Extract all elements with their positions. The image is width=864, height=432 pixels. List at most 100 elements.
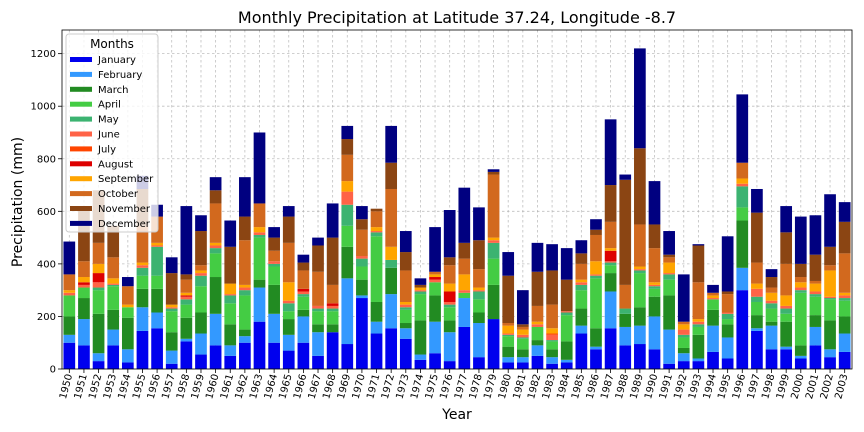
bar-segment xyxy=(838,351,851,369)
bar-segment xyxy=(458,242,471,259)
bar-segment xyxy=(385,125,398,163)
legend-swatch xyxy=(70,161,92,167)
bar-segment xyxy=(780,305,793,309)
bar-segment xyxy=(692,358,705,362)
bar-segment xyxy=(794,287,807,291)
bar-segment xyxy=(312,308,324,312)
bar-segment xyxy=(136,275,149,289)
bar-segment xyxy=(239,240,251,285)
bar-segment xyxy=(692,326,705,335)
bar-segment xyxy=(692,321,705,325)
bar-segment xyxy=(648,349,661,369)
bar-segment xyxy=(326,237,339,285)
bar-segment xyxy=(356,256,368,259)
bar-segment xyxy=(282,300,295,304)
bar-segment xyxy=(707,292,719,296)
bar-segment xyxy=(487,169,500,172)
bar-segment xyxy=(721,294,734,313)
bar-segment xyxy=(575,282,588,285)
bar-segment xyxy=(546,363,558,369)
bar-segment xyxy=(180,341,193,369)
bar-segment xyxy=(399,270,412,302)
bar-segment xyxy=(180,304,193,318)
bar-segment xyxy=(838,316,851,334)
bar-segment xyxy=(751,262,763,284)
bar-segment xyxy=(209,203,222,243)
bar-segment xyxy=(677,329,690,335)
bar-segment xyxy=(809,294,822,297)
bar-segment xyxy=(399,328,412,339)
bar-segment xyxy=(121,304,134,308)
bar-segment xyxy=(516,357,529,363)
bar-segment xyxy=(619,174,632,180)
bar-segment xyxy=(78,298,90,320)
bar-segment xyxy=(92,242,105,264)
bar-segment xyxy=(473,290,485,292)
bar-segment xyxy=(560,312,573,316)
bar-segment xyxy=(546,341,558,350)
bar-segment xyxy=(516,324,529,327)
legend-entry: April xyxy=(98,100,121,111)
bar-segment xyxy=(78,261,90,278)
bar-segment xyxy=(546,328,558,334)
bar-segment xyxy=(268,250,280,262)
bar-segment xyxy=(546,333,558,335)
bar-segment xyxy=(794,355,807,359)
bar-segment xyxy=(634,270,646,274)
bar-segment xyxy=(63,241,76,275)
bar-segment xyxy=(180,296,193,300)
bar-segment xyxy=(239,287,251,291)
bar-segment xyxy=(824,246,836,266)
bar-segment xyxy=(838,202,851,222)
bar-segment xyxy=(677,274,690,322)
bar-segment xyxy=(370,333,383,369)
bar-segment xyxy=(707,298,719,300)
bar-segment xyxy=(516,362,529,369)
bar-segment xyxy=(165,311,178,333)
bar-segment xyxy=(253,237,266,280)
bar-segment xyxy=(692,244,705,246)
bar-segment xyxy=(297,291,310,295)
bar-segment xyxy=(239,336,251,343)
bar-segment xyxy=(502,333,515,335)
bar-segment xyxy=(794,263,807,278)
bar-segment xyxy=(516,329,529,335)
bar-segment xyxy=(268,342,280,369)
bar-segment xyxy=(107,345,120,369)
bar-segment xyxy=(356,266,368,280)
bar-segment xyxy=(765,349,778,369)
bar-segment xyxy=(502,362,515,369)
y-tick-label: 0 xyxy=(50,365,56,376)
bar-segment xyxy=(282,282,295,301)
bar-segment xyxy=(516,334,529,338)
bar-segment xyxy=(268,313,280,343)
bar-segment xyxy=(838,300,851,317)
bar-segment xyxy=(824,270,836,297)
bar-segment xyxy=(385,294,398,329)
bar-segment xyxy=(253,132,266,204)
bar-segment xyxy=(195,354,207,369)
bar-segment xyxy=(663,274,675,280)
bar-segment xyxy=(239,295,251,330)
bar-segment xyxy=(794,290,807,293)
bar-segment xyxy=(414,287,427,291)
bar-segment xyxy=(473,357,485,369)
bar-segment xyxy=(78,208,90,262)
bar-segment xyxy=(443,304,456,308)
bar-segment xyxy=(165,273,178,305)
legend-entry: February xyxy=(98,70,142,81)
bar-segment xyxy=(63,342,76,369)
bar-segment xyxy=(195,265,207,271)
bar-segment xyxy=(443,283,456,292)
bar-segment xyxy=(151,245,163,247)
bar-segment xyxy=(824,299,836,321)
legend-box xyxy=(65,33,159,233)
bar-segment xyxy=(253,234,266,238)
bar-segment xyxy=(107,284,120,287)
bar-segment xyxy=(195,273,207,276)
bar-segment xyxy=(546,244,558,271)
bar-segment xyxy=(824,194,836,247)
bar-segment xyxy=(224,295,237,304)
bar-segment xyxy=(809,315,822,327)
bar-segment xyxy=(458,326,471,369)
